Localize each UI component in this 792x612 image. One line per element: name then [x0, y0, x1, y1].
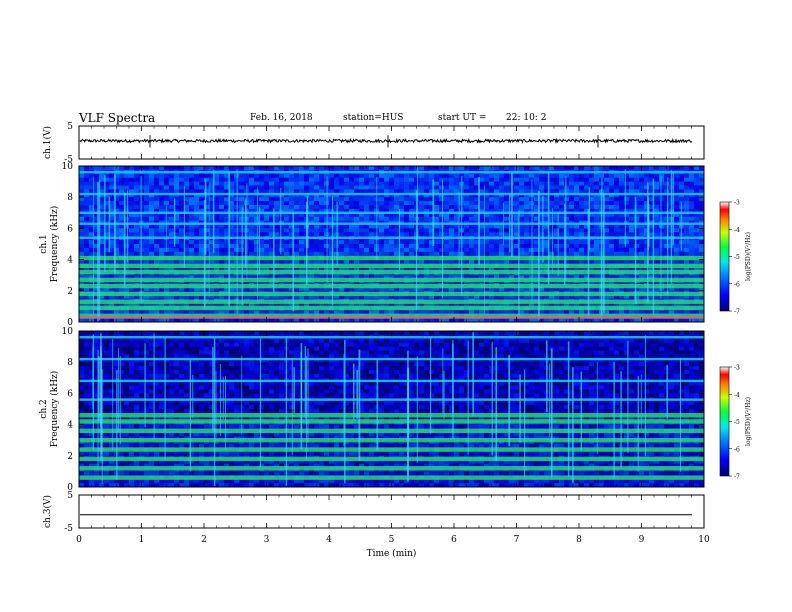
- y-tick-label: 4: [67, 256, 73, 266]
- frequency-band: [79, 428, 704, 434]
- frequency-band: [79, 263, 704, 269]
- x-tick-label: 6: [451, 535, 457, 545]
- colorbar-tick-label: -7: [734, 474, 740, 481]
- panel-frame: [78, 494, 705, 529]
- y-tick-label: 2: [67, 287, 73, 297]
- frequency-band: [79, 466, 704, 471]
- x-tick-label: 0: [76, 535, 82, 545]
- chart-title: VLF Spectra: [79, 111, 156, 125]
- y-tick-label: 5: [67, 491, 73, 501]
- x-tick-label: 9: [639, 535, 645, 545]
- y-tick-label: -5: [64, 524, 73, 534]
- frequency-band: [79, 413, 704, 418]
- colorbar-tick-label: -5: [734, 254, 740, 261]
- frequency-band: [79, 269, 704, 275]
- y-tick-label: 5: [67, 122, 73, 132]
- header-start-label: start UT =: [438, 113, 487, 123]
- colorbar-tick-label: -6: [734, 281, 740, 288]
- colorbar: [719, 366, 730, 477]
- frequency-band: [79, 398, 704, 401]
- header-station: station=HUS: [343, 113, 404, 123]
- x-tick-label: 5: [389, 535, 395, 545]
- colorbar-tick-label: -3: [734, 200, 740, 207]
- y-tick-label: 8: [67, 193, 73, 203]
- y-tick-label: -5: [64, 155, 73, 165]
- frequency-band: [79, 236, 704, 239]
- y-tick-label: 4: [67, 421, 73, 431]
- colorbar-tick-label: -6: [734, 446, 740, 453]
- frequency-band: [79, 291, 704, 297]
- x-tick-label: 2: [201, 535, 207, 545]
- panel-frame: [78, 165, 705, 323]
- frequency-band: [79, 255, 704, 261]
- y-tick-label: 2: [67, 452, 73, 462]
- y-axis-label: ch.3(V): [42, 495, 53, 528]
- frequency-band: [79, 357, 704, 361]
- frequency-band: [79, 277, 704, 283]
- y-tick-label: 0: [67, 318, 73, 328]
- colorbar: [719, 201, 730, 312]
- frequency-band: [79, 447, 704, 452]
- frequency-band: [79, 313, 704, 318]
- y-tick-label: 10: [62, 327, 74, 337]
- header-start-time: 22: 10: 2: [506, 113, 547, 123]
- colorbar-tick-label: -4: [734, 392, 740, 399]
- spectrogram-texture: [79, 166, 705, 323]
- frequency-band: [79, 336, 704, 339]
- y-axis-label: Frequency (kHz): [49, 371, 60, 448]
- y-axis-label: ch.1: [39, 234, 49, 253]
- frequency-band: [79, 475, 704, 480]
- frequency-band: [79, 222, 704, 225]
- x-tick-label: 4: [326, 535, 332, 545]
- frequency-band: [79, 299, 704, 304]
- y-tick-label: 8: [67, 358, 73, 368]
- y-axis-label: ch.2: [39, 399, 49, 418]
- y-tick-label: 10: [62, 162, 74, 172]
- y-axis-label: ch.1(V): [42, 126, 53, 159]
- frequency-band: [79, 192, 704, 196]
- frequency-band: [79, 305, 704, 311]
- x-tick-label: 1: [139, 535, 145, 545]
- colorbar-tick-label: -5: [734, 419, 740, 426]
- x-axis-label: Time (min): [367, 548, 417, 559]
- frequency-band: [79, 211, 704, 214]
- frequency-band: [79, 171, 704, 174]
- y-tick-label: 6: [67, 224, 73, 234]
- frequency-band: [79, 419, 704, 424]
- colorbar-tick-label: -4: [734, 227, 740, 234]
- y-tick-label: 0: [67, 483, 73, 493]
- spectrogram-texture: [79, 331, 705, 488]
- x-tick-label: 10: [698, 535, 710, 545]
- colorbar-tick-label: -3: [734, 365, 740, 372]
- colorbar-tick-label: -7: [734, 309, 740, 316]
- y-tick-label: 6: [67, 389, 73, 399]
- panel-frame: [78, 330, 705, 488]
- frequency-band: [79, 283, 704, 289]
- frequency-band: [79, 379, 704, 383]
- ch1-waveform-trace: [79, 137, 693, 145]
- frequency-band: [79, 438, 704, 443]
- x-tick-label: 3: [264, 535, 270, 545]
- y-axis-label: Frequency (kHz): [49, 206, 60, 283]
- x-tick-label: 8: [576, 535, 582, 545]
- panel-frame: [78, 125, 705, 160]
- x-tick-label: 7: [514, 535, 520, 545]
- colorbar-label: log(PSD)(V²/Hz): [745, 232, 752, 281]
- frequency-band: [79, 456, 704, 462]
- header-date: Feb. 16, 2018: [250, 113, 313, 123]
- colorbar-label: log(PSD)(V²/Hz): [745, 397, 752, 446]
